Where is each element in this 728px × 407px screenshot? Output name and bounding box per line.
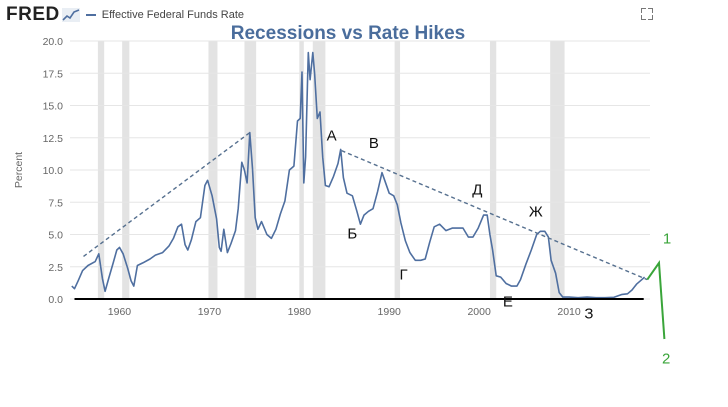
fred-graph-icon — [61, 8, 80, 22]
y-tick-label: 5.0 — [48, 230, 63, 242]
green-annotation-label: 1 — [663, 231, 671, 248]
annotation-label: В — [369, 135, 379, 152]
y-axis-ticks: 0.0 2.5 5.0 7.5 10.0 12.5 15.0 17.5 20.0 — [43, 36, 64, 306]
trendline — [341, 150, 648, 281]
x-axis-ticks: 1960 1970 1980 1990 2000 2010 — [108, 306, 581, 318]
x-tick-label: 2000 — [467, 306, 491, 318]
expand-icon[interactable] — [641, 8, 653, 20]
annotation-label: Д — [472, 182, 482, 199]
annotation-label: Г — [400, 267, 408, 284]
y-tick-label: 12.5 — [43, 133, 64, 145]
series-layer — [71, 51, 646, 299]
green-annotation-label: 2 — [662, 351, 670, 368]
fred-logo[interactable]: FRED — [6, 4, 60, 25]
x-tick-label: 1980 — [288, 306, 312, 318]
annotation-label: А — [327, 127, 337, 144]
annotation-label: Б — [347, 225, 357, 242]
annotation-label: З — [584, 305, 593, 322]
y-axis-label: Percent — [13, 152, 25, 188]
chart-header: FRED Effective Federal Funds Rate — [6, 4, 244, 26]
x-tick-label: 2010 — [557, 306, 581, 318]
x-tick-label: 1990 — [378, 306, 402, 318]
annotation-label: Е — [503, 294, 513, 311]
legend-swatch — [85, 14, 96, 16]
y-tick-label: 2.5 — [48, 262, 63, 274]
y-tick-label: 15.0 — [43, 101, 64, 113]
green-annotation: 12 — [646, 231, 671, 368]
green-path — [646, 260, 666, 340]
chart-title: Recessions vs Rate Hikes — [231, 23, 465, 44]
y-tick-label: 7.5 — [48, 197, 63, 209]
series-line — [71, 51, 646, 299]
trendlines — [83, 130, 648, 281]
y-tick-label: 17.5 — [43, 68, 64, 80]
trendline — [83, 130, 253, 257]
x-tick-label: 1960 — [108, 306, 132, 318]
annotation-label: Ж — [529, 203, 543, 220]
y-tick-label: 0.0 — [48, 294, 63, 306]
annotations: А Б В Г Д Е Ж З — [327, 127, 594, 322]
x-tick-label: 1970 — [198, 306, 222, 318]
y-tick-label: 20.0 — [43, 36, 64, 48]
y-tick-label: 10.0 — [43, 165, 64, 177]
legend-label: Effective Federal Funds Rate — [101, 9, 244, 21]
